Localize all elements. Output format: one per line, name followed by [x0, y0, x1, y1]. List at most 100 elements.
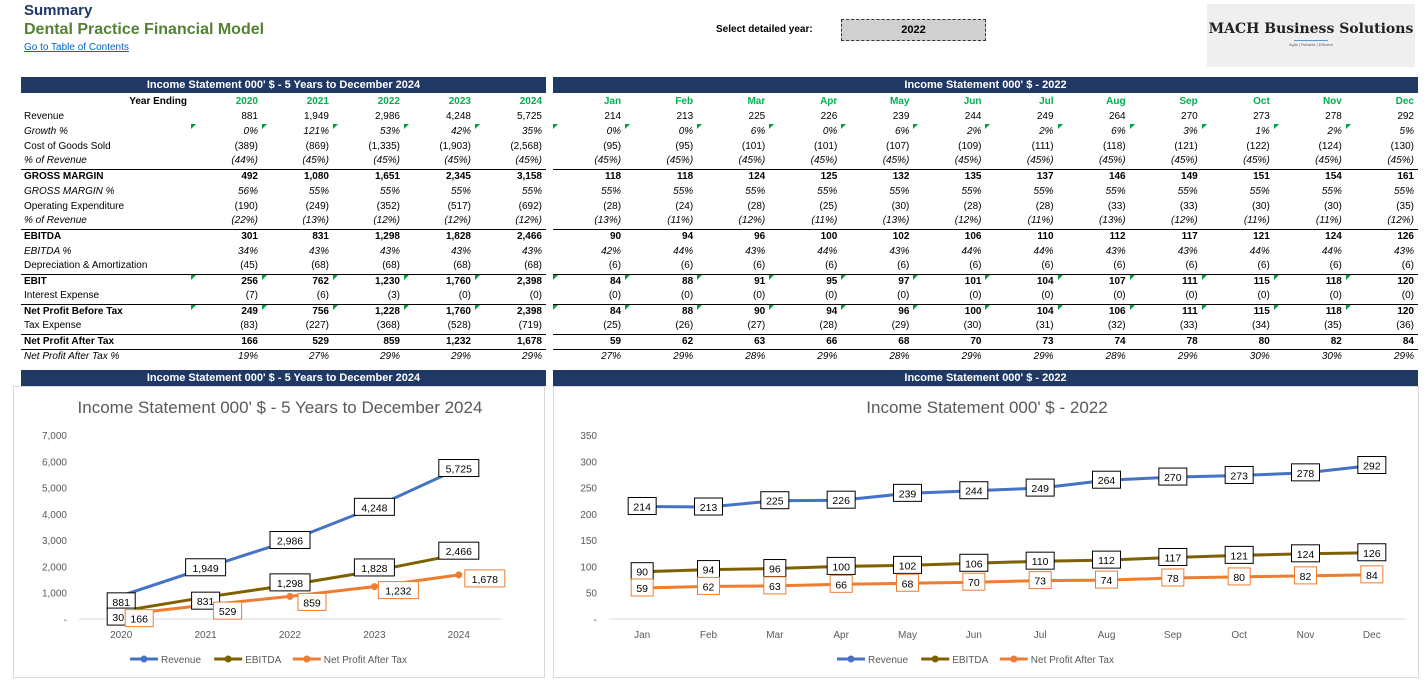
- cell: Apr: [820, 95, 838, 107]
- cell: 29%: [1177, 350, 1198, 362]
- legend-marker: [1010, 655, 1018, 663]
- cell: 2,345: [404, 168, 475, 184]
- cell: (7): [191, 289, 262, 305]
- cell: 117: [1129, 228, 1202, 244]
- cell: 132: [841, 168, 914, 184]
- cell: 43%: [308, 245, 329, 257]
- cell: 63: [697, 334, 770, 350]
- row-label: Growth %: [24, 125, 68, 137]
- cell: (6): [1273, 259, 1346, 275]
- cell: (28): [963, 200, 982, 212]
- cell: 2020: [235, 95, 258, 107]
- data-label: 831: [197, 596, 215, 608]
- data-label: 166: [130, 614, 148, 626]
- data-label-box: [826, 490, 856, 509]
- data-label-box: [627, 496, 657, 515]
- cell: 43%: [1177, 245, 1198, 257]
- cell: 2%: [985, 124, 1057, 139]
- table-row: (95) (95) (101) (101) (107) (109) (111) (118) (1…: [553, 139, 1418, 154]
- cell: (45%): [769, 154, 842, 170]
- cell: (30): [1324, 200, 1342, 212]
- cell: 104: [985, 273, 1058, 289]
- cell: 28%: [889, 350, 910, 362]
- cell: 55%: [308, 185, 329, 197]
- cell: (101): [813, 140, 838, 152]
- cell: 126: [1345, 228, 1418, 244]
- table-row: 118 118 124 125 132 135 137 146 149 151 154 161: [553, 168, 1418, 184]
- cell: (30): [913, 319, 986, 335]
- data-label-box: [1028, 571, 1052, 590]
- cell: 104: [985, 304, 1057, 319]
- table-header-row: Jan Feb Mar Apr May Jun Jul Aug Sep Oct Nov Dec: [553, 94, 1418, 109]
- cell: 225: [748, 110, 766, 122]
- data-label-box: [1360, 565, 1384, 584]
- cell: (130): [1390, 140, 1414, 152]
- cell: 2022: [377, 95, 400, 107]
- cell: 2%: [913, 124, 985, 139]
- logo-text: MACH Business Solutions: [1208, 21, 1414, 37]
- table-row: Interest Expense (7) (6) (3) (0) (0): [21, 289, 546, 305]
- table-row: EBIT 256 762 1,230 1,760 2,398: [21, 273, 546, 289]
- y-tick-label: 4,000: [42, 510, 67, 521]
- data-label-box: [1095, 570, 1118, 589]
- legend-marker: [224, 655, 232, 663]
- cell: 55%: [379, 185, 400, 197]
- y-tick-label: 250: [580, 484, 597, 495]
- cell: 137: [985, 168, 1058, 184]
- table-of-contents-link[interactable]: Go to Table of Contents: [24, 42, 129, 53]
- cell: Jun: [963, 95, 982, 107]
- cell: Dec: [1395, 95, 1414, 107]
- cell: (0): [1129, 289, 1202, 305]
- data-label: 2,466: [446, 546, 472, 558]
- data-label: 124: [1297, 549, 1315, 561]
- y-tick-label: 300: [580, 457, 597, 468]
- cell: (45%): [475, 154, 546, 170]
- cell: 2023: [448, 95, 471, 107]
- cell: 73: [985, 334, 1058, 350]
- cell: (22%): [191, 214, 262, 230]
- cell: 43%: [745, 245, 766, 257]
- cell: 42%: [601, 245, 622, 257]
- cell: 29%: [817, 350, 838, 362]
- cell: (45%): [404, 154, 475, 170]
- y-tick-label: 150: [580, 536, 597, 547]
- cell: 66: [769, 334, 842, 350]
- data-label-box: [353, 497, 395, 516]
- cell: 3%: [1129, 124, 1202, 139]
- row-label: EBITDA %: [24, 245, 72, 257]
- cell: 111: [1129, 273, 1202, 289]
- select-year-dropdown[interactable]: 2022: [841, 19, 986, 41]
- row-label: % of Revenue: [21, 154, 191, 170]
- cell: 151: [1201, 168, 1274, 184]
- cell: (45%): [1129, 154, 1202, 170]
- cell: 6%: [1057, 124, 1130, 139]
- cell: (0): [697, 289, 770, 305]
- y-tick-label: 5,000: [42, 484, 67, 495]
- cell: (13%): [1057, 214, 1130, 230]
- cell: (28): [747, 200, 766, 212]
- cell: 19%: [237, 350, 258, 362]
- cell: (6): [913, 259, 986, 275]
- cell: 55%: [521, 185, 542, 197]
- data-label: 214: [633, 501, 651, 513]
- cell: (6): [553, 259, 626, 275]
- cell: 27%: [601, 350, 622, 362]
- data-label-box: [438, 541, 480, 560]
- cell: (11%): [769, 214, 842, 230]
- data-label-box: [185, 558, 227, 577]
- cell: (30): [1251, 200, 1270, 212]
- cell: 55%: [745, 185, 766, 197]
- x-tick-label: Sep: [1164, 630, 1182, 641]
- data-point: [370, 583, 378, 591]
- data-label-box: [124, 609, 154, 628]
- table-row: Cost of Goods Sold (389) (869) (1,335) (1,90…: [21, 139, 546, 154]
- cell: (11%): [985, 214, 1058, 230]
- cell: 82: [1273, 334, 1346, 350]
- cell: 121: [1201, 228, 1274, 244]
- cell: 96: [697, 228, 770, 244]
- cell: (6): [262, 289, 333, 305]
- cell: (0): [769, 289, 842, 305]
- cell: Aug: [1106, 95, 1126, 107]
- cell: Jan: [603, 95, 622, 107]
- data-label: 80: [1233, 572, 1245, 584]
